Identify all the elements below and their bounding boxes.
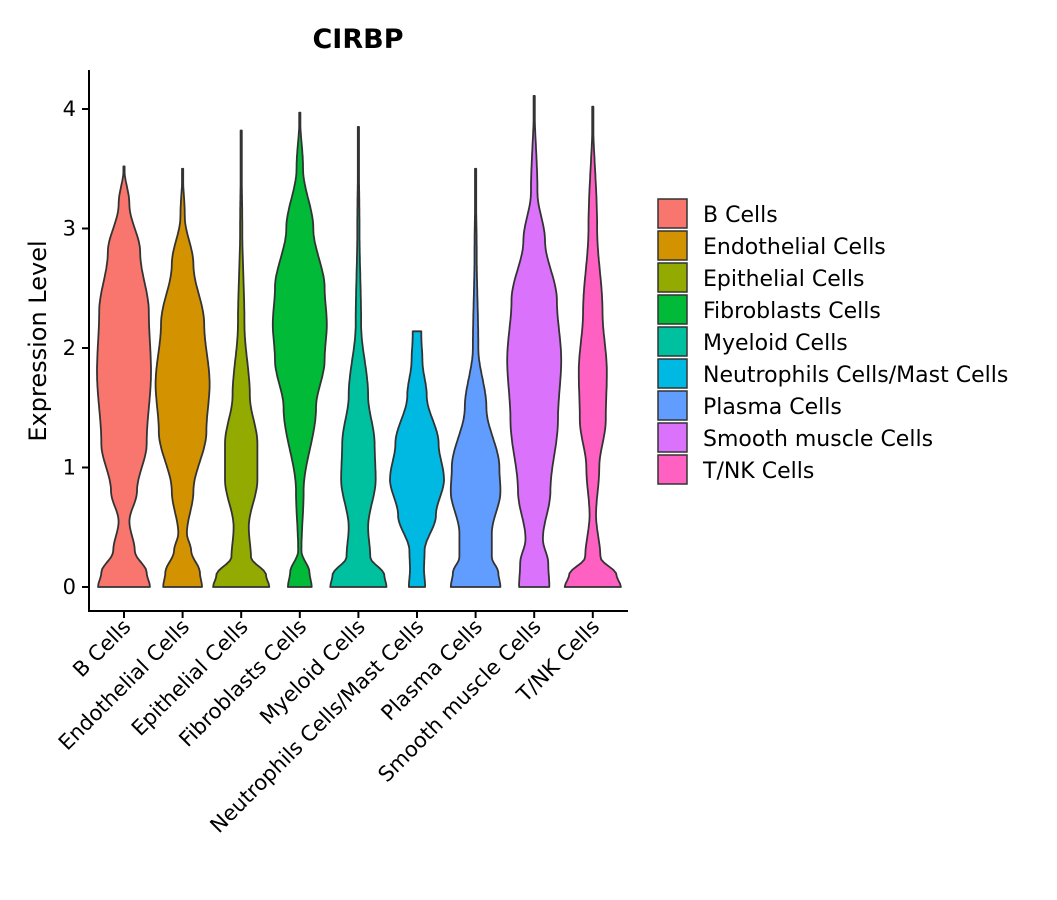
legend-swatch [657, 358, 688, 389]
legend: B Cells Endothelial Cells Epithelial Cells… [657, 198, 1008, 485]
legend-label: Epithelial Cells [703, 267, 864, 292]
legend-label: Plasma Cells [703, 395, 842, 420]
legend-swatch [657, 230, 688, 261]
legend-swatch [657, 390, 688, 421]
violin-7 [449, 167, 502, 588]
violin-4 [271, 111, 328, 588]
legend-swatch [657, 198, 688, 229]
violin-8 [506, 95, 563, 588]
violin-5 [329, 126, 388, 588]
y-tick-label: 4 [63, 97, 76, 121]
x-tick-label: Plasma Cells [376, 615, 487, 726]
chart-title: CIRBP [312, 24, 403, 55]
violin-9 [563, 105, 622, 588]
legend-label: Fibroblasts Cells [703, 299, 881, 324]
legend-label: B Cells [703, 203, 778, 228]
violins-group [96, 95, 622, 588]
x-tick-label: Neutrophils Cells/Mast Cells [205, 615, 428, 838]
y-tick-label: 0 [63, 575, 76, 599]
legend-swatch [657, 422, 688, 453]
y-ticks-group: 0 1 2 3 4 [63, 97, 89, 599]
legend-swatch [657, 262, 688, 293]
legend-swatch [657, 326, 688, 357]
legend-label: T/NK Cells [702, 459, 814, 484]
legend-swatch [657, 454, 688, 485]
legend-label: Smooth muscle Cells [703, 427, 933, 452]
legend-label: Endothelial Cells [703, 235, 886, 260]
y-tick-label: 1 [63, 456, 76, 480]
legend-swatch [657, 294, 688, 325]
y-tick-label: 3 [63, 217, 76, 241]
violin-3 [212, 129, 271, 588]
x-tick-label: Myeloid Cells [255, 615, 370, 730]
violin-2 [154, 167, 211, 588]
y-tick-label: 2 [63, 336, 76, 360]
y-axis-label: Expression Level [24, 240, 52, 441]
legend-label: Neutrophils Cells/Mast Cells [703, 363, 1008, 388]
violin-6 [389, 330, 445, 588]
legend-label: Myeloid Cells [703, 331, 848, 356]
violin-1 [96, 165, 152, 588]
